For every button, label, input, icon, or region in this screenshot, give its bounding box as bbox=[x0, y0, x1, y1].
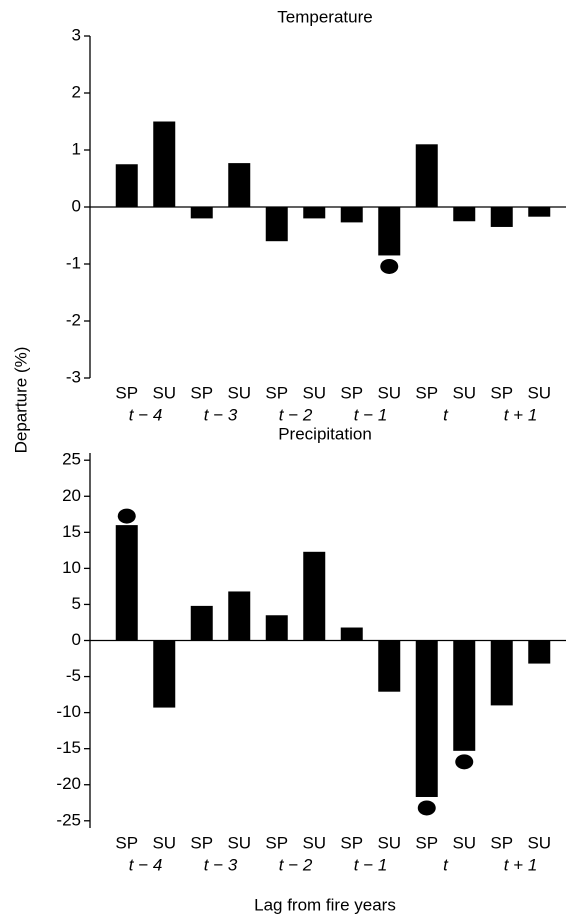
bar bbox=[228, 591, 251, 641]
x-tick-label: SU bbox=[452, 383, 476, 402]
bar bbox=[303, 207, 326, 219]
x-tick-label: SU bbox=[227, 833, 251, 852]
x-tick-label: SP bbox=[115, 833, 138, 852]
bar bbox=[415, 640, 438, 797]
x-tick-label: SP bbox=[265, 833, 288, 852]
group-label: t bbox=[443, 405, 449, 424]
x-tick-label: SP bbox=[490, 833, 513, 852]
bar bbox=[190, 207, 213, 219]
y-tick-label: 0 bbox=[72, 630, 81, 649]
y-tick-label: -10 bbox=[56, 702, 81, 721]
y-tick-label: 2 bbox=[72, 82, 81, 101]
group-label: t + 1 bbox=[504, 855, 538, 874]
group-label: t − 2 bbox=[279, 855, 313, 874]
x-axis-label: Lag from fire years bbox=[254, 895, 396, 914]
bar bbox=[190, 605, 213, 641]
group-label: t − 4 bbox=[129, 405, 163, 424]
x-tick-label: SU bbox=[152, 383, 176, 402]
group-label: t − 3 bbox=[204, 855, 238, 874]
group-label: t − 3 bbox=[204, 405, 238, 424]
bar bbox=[340, 207, 363, 223]
y-tick-label: -5 bbox=[66, 666, 81, 685]
y-tick-label: 1 bbox=[72, 139, 81, 158]
x-tick-label: SP bbox=[190, 383, 213, 402]
x-tick-label: SU bbox=[527, 833, 551, 852]
significance-dot bbox=[455, 754, 474, 770]
bar bbox=[153, 640, 176, 708]
y-axis-label: Departure (%) bbox=[11, 347, 30, 454]
y-tick-label: 20 bbox=[62, 486, 81, 505]
y-tick-label: -20 bbox=[56, 774, 81, 793]
bar bbox=[115, 164, 138, 207]
bar bbox=[228, 163, 251, 207]
chart-title: Temperature bbox=[277, 7, 372, 26]
x-tick-label: SP bbox=[115, 383, 138, 402]
x-tick-label: SU bbox=[527, 383, 551, 402]
y-tick-label: 5 bbox=[72, 594, 81, 613]
group-label: t − 4 bbox=[129, 855, 163, 874]
x-tick-label: SU bbox=[452, 833, 476, 852]
group-label: t − 2 bbox=[279, 405, 313, 424]
bar bbox=[528, 207, 551, 217]
x-tick-label: SU bbox=[377, 383, 401, 402]
bar bbox=[415, 144, 438, 207]
y-tick-label: -15 bbox=[56, 738, 81, 757]
bar bbox=[115, 525, 138, 641]
y-tick-label: 0 bbox=[72, 196, 81, 215]
bar bbox=[490, 207, 513, 227]
group-label: t − 1 bbox=[354, 405, 388, 424]
bar bbox=[453, 640, 476, 751]
y-tick-label: -3 bbox=[66, 367, 81, 386]
x-tick-label: SP bbox=[340, 383, 363, 402]
y-tick-label: -25 bbox=[56, 810, 81, 829]
y-tick-label: -2 bbox=[66, 310, 81, 329]
x-tick-label: SU bbox=[302, 383, 326, 402]
bar bbox=[265, 615, 288, 641]
significance-dot bbox=[117, 508, 136, 524]
significance-dot bbox=[380, 258, 399, 274]
x-tick-label: SP bbox=[265, 383, 288, 402]
x-tick-label: SP bbox=[415, 833, 438, 852]
x-tick-label: SP bbox=[415, 383, 438, 402]
group-label: t bbox=[443, 855, 449, 874]
group-label: t − 1 bbox=[354, 855, 388, 874]
y-tick-label: 10 bbox=[62, 558, 81, 577]
x-tick-label: SP bbox=[490, 383, 513, 402]
group-label: t + 1 bbox=[504, 405, 538, 424]
bar bbox=[528, 640, 551, 664]
significance-dot bbox=[417, 800, 436, 816]
x-tick-label: SU bbox=[302, 833, 326, 852]
bar bbox=[303, 551, 326, 641]
bar bbox=[153, 121, 176, 207]
x-tick-label: SU bbox=[377, 833, 401, 852]
x-tick-label: SP bbox=[190, 833, 213, 852]
bar bbox=[265, 207, 288, 242]
y-tick-label: 25 bbox=[62, 450, 81, 469]
y-tick-label: -1 bbox=[66, 253, 81, 272]
bar bbox=[340, 627, 363, 641]
bar bbox=[378, 207, 401, 256]
bar bbox=[490, 640, 513, 706]
y-tick-label: 15 bbox=[62, 522, 81, 541]
x-tick-label: SP bbox=[340, 833, 363, 852]
chart-title: Precipitation bbox=[278, 424, 372, 443]
bar bbox=[378, 640, 401, 692]
y-tick-label: 3 bbox=[72, 25, 81, 44]
bar bbox=[453, 207, 476, 222]
x-tick-label: SU bbox=[152, 833, 176, 852]
x-tick-label: SU bbox=[227, 383, 251, 402]
